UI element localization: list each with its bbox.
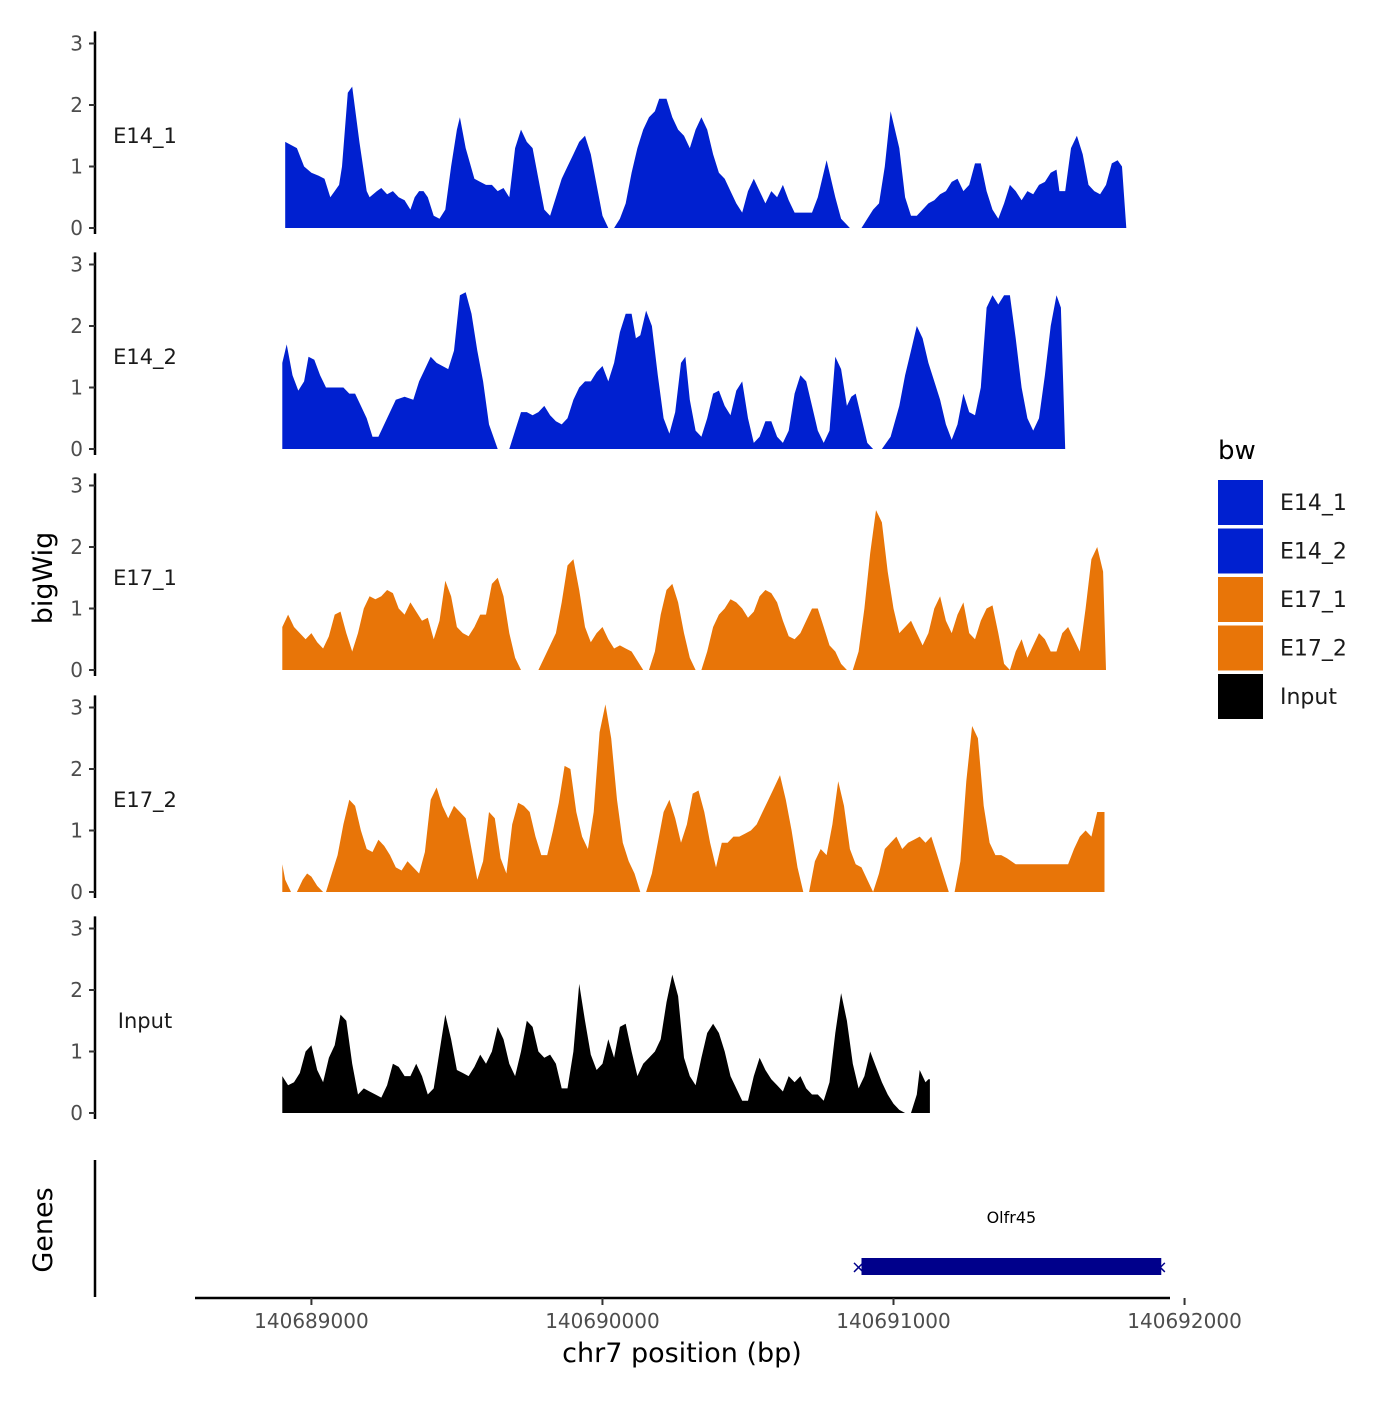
coverage-area — [911, 1070, 930, 1113]
legend-label: Input — [1280, 685, 1337, 710]
strand-arrow-icon: × — [1153, 1257, 1168, 1278]
track-label: E14_2 — [113, 345, 177, 370]
legend-item: E17_2 — [1218, 625, 1347, 671]
y-tick-label: 2 — [70, 93, 83, 117]
genes-axis-title: Genes — [28, 1187, 59, 1272]
strand-arrow-icon: × — [851, 1257, 866, 1278]
y-tick-label: 2 — [70, 757, 83, 781]
y-tick-label: 3 — [70, 32, 83, 56]
legend-swatch — [1218, 674, 1263, 719]
legend-label: E14_1 — [1280, 491, 1347, 516]
y-tick-label: 0 — [70, 658, 83, 682]
y-tick-label: 1 — [70, 597, 83, 621]
gene-body — [861, 1258, 1162, 1275]
coverage-area — [296, 873, 324, 892]
gene-label: Olfr45 — [987, 1208, 1037, 1227]
gene-olfr45: × × Olfr45 — [851, 1208, 1168, 1278]
legend-swatch — [1218, 577, 1263, 622]
y-tick-label: 1 — [70, 376, 83, 400]
legend-swatch — [1218, 480, 1263, 525]
coverage-area — [701, 590, 847, 670]
coverage-area — [326, 704, 641, 892]
legend-item: E14_1 — [1218, 480, 1347, 525]
y-tick-label: 0 — [70, 880, 83, 904]
y-tick-label: 0 — [70, 437, 83, 461]
y-tick-label: 3 — [70, 474, 83, 498]
y-tick-label: 3 — [70, 253, 83, 277]
genes-panel: × × Olfr45 — [93, 1160, 1168, 1297]
y-tick-label: 0 — [70, 216, 83, 240]
y-tick-label: 2 — [70, 978, 83, 1002]
coverage-area — [282, 974, 906, 1113]
legend-label: E17_1 — [1280, 588, 1347, 613]
track-input: 0 1 2 3 Input — [70, 916, 930, 1125]
x-axis-title: chr7 position (bp) — [562, 1338, 802, 1369]
y-tick-label: 1 — [70, 819, 83, 843]
legend-label: E14_2 — [1280, 540, 1347, 565]
coverage-area — [509, 310, 874, 449]
coverage-area — [646, 775, 804, 892]
x-tick-label: 140689000 — [254, 1309, 369, 1333]
track-e17-2: 0 1 2 3 E17_2 — [70, 695, 1105, 904]
track-label: E17_1 — [113, 566, 177, 591]
x-tick-label: 140692000 — [1127, 1309, 1242, 1333]
y-tick-label: 3 — [70, 696, 83, 720]
coverage-area — [282, 292, 498, 449]
track-label: Input — [118, 1009, 172, 1033]
track-e17-1: 0 1 2 3 E17_1 — [70, 473, 1106, 682]
x-axis: 140689000 140690000 140691000 140692000 — [195, 1296, 1242, 1333]
y-tick-label: 2 — [70, 535, 83, 559]
coverage-area — [614, 98, 850, 228]
legend-swatch — [1218, 528, 1263, 574]
x-tick-label: 140690000 — [545, 1309, 660, 1333]
coverage-area — [285, 86, 609, 228]
y-tick-label: 3 — [70, 917, 83, 941]
y-axis-title: bigWig — [28, 532, 59, 625]
coverage-area — [954, 726, 1105, 892]
coverage-area — [809, 781, 949, 892]
y-tick-label: 2 — [70, 314, 83, 338]
coverage-area — [881, 295, 1066, 449]
x-tick-label: 140691000 — [836, 1309, 951, 1333]
legend-swatch — [1218, 625, 1263, 671]
legend-item: E17_1 — [1218, 577, 1347, 622]
legend-item: Input — [1218, 674, 1337, 719]
legend: bw E14_1 E14_2 E17_1 E17_2 Input — [1218, 436, 1347, 719]
coverage-area — [649, 583, 696, 670]
y-tick-label: 1 — [70, 1040, 83, 1064]
y-tick-label: 1 — [70, 155, 83, 179]
coverage-area — [282, 577, 521, 670]
track-e14-2: 0 1 2 3 E14_2 — [70, 252, 1066, 461]
coverage-area — [538, 559, 644, 670]
coverage-area — [861, 111, 1127, 228]
tracks-layer: 0 1 2 3 E14_1 0 1 2 3 E14_2 0 1 2 3 E17_1 0 1 2 3 E17_2 0 1 2 3… — [70, 31, 1127, 1125]
legend-title: bw — [1218, 436, 1256, 466]
coverage-area — [852, 510, 1106, 670]
legend-label: E17_2 — [1280, 637, 1347, 662]
track-label: E14_1 — [113, 124, 177, 149]
y-tick-label: 0 — [70, 1101, 83, 1125]
track-label: E17_2 — [113, 788, 177, 813]
track-e14-1: 0 1 2 3 E14_1 — [70, 31, 1127, 240]
coverage-area — [282, 864, 291, 892]
legend-item: E14_2 — [1218, 528, 1347, 574]
